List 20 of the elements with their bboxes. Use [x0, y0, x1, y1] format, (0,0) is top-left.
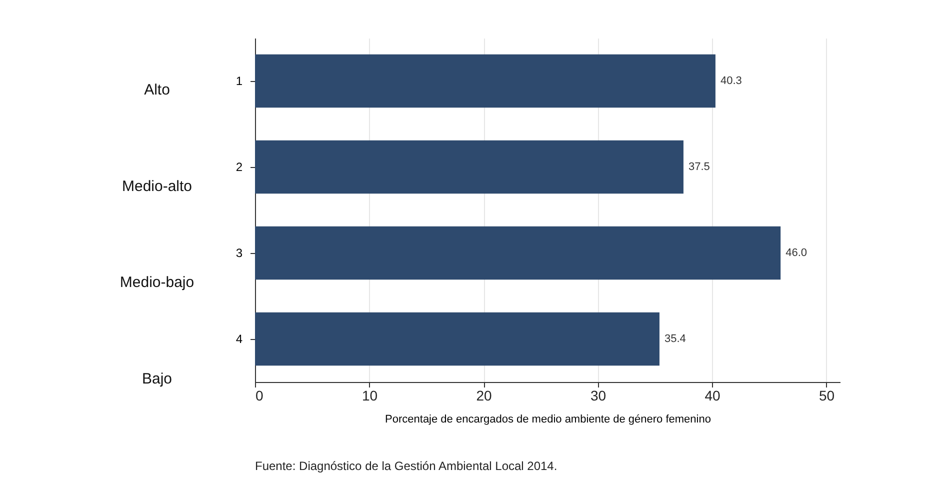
- text: Medio-alto: [122, 178, 192, 195]
- x-tick-label: 40: [704, 388, 721, 404]
- x-tick-label: 50: [819, 388, 835, 404]
- y-tick-label: 3: [236, 246, 243, 260]
- x-axis-title: Porcentaje de encargados de medio ambiente de género femenino: [385, 414, 711, 426]
- data-label: 37.5: [688, 161, 710, 173]
- text: Medio-bajo: [120, 274, 194, 292]
- source-note: Fuente: Diagnóstico de la Gestión Ambiental Local 2014.: [255, 459, 558, 473]
- data-label: 35.4: [664, 333, 686, 345]
- data-label: 46.0: [786, 247, 808, 259]
- x-tick-label: 20: [476, 388, 492, 404]
- y-tick-label: 2: [236, 160, 243, 174]
- text: Bajo: [142, 370, 172, 388]
- y-tick-label: 1: [236, 74, 243, 88]
- x-tick-label: 0: [256, 388, 264, 404]
- y-tick-label: 4: [236, 332, 243, 346]
- text: Alto: [144, 82, 170, 99]
- data-label: 40.3: [720, 75, 742, 87]
- x-tick-label: 10: [362, 388, 378, 404]
- x-tick-label: 30: [590, 388, 606, 404]
